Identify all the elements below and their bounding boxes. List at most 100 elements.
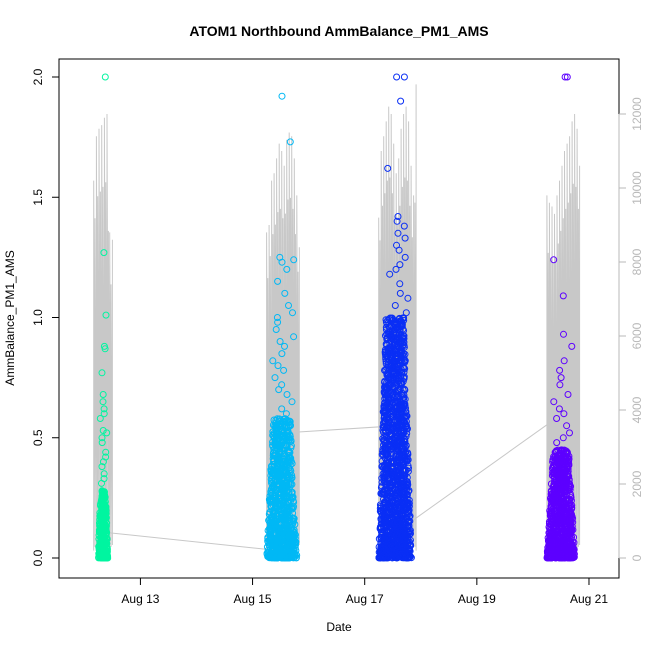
data-point-outlier: [280, 366, 288, 374]
data-point-outlier: [289, 309, 296, 317]
data-point: [291, 544, 299, 552]
data-point: [100, 488, 108, 496]
data-point-outlier: [278, 350, 286, 358]
line-connector-2: [294, 426, 384, 433]
x-axis: Aug 13 Aug 15 Aug 17 Aug 19 Aug 21: [121, 577, 608, 606]
data-point: [267, 488, 275, 496]
data-point-outlier: [274, 318, 282, 326]
line-connector-1: [102, 531, 286, 552]
data-point: [281, 441, 289, 449]
data-point: [280, 551, 288, 559]
data-point: [289, 531, 297, 539]
data-point: [286, 553, 294, 561]
data-point-outlier: [278, 92, 286, 100]
data-point: [288, 490, 296, 498]
data-point: [278, 436, 286, 444]
data-point: [98, 552, 106, 560]
data-point: [267, 475, 275, 483]
data-point: [289, 493, 297, 501]
plot-frame: [58, 58, 620, 579]
data-point-outlier: [96, 415, 104, 422]
data-point: [269, 449, 277, 457]
data-point: [98, 530, 105, 538]
data-point: [273, 545, 281, 553]
data-point: [266, 531, 274, 539]
y2-tick-label: 6000: [630, 322, 644, 349]
y2-tick-label: 4000: [630, 396, 644, 423]
data-point: [265, 548, 273, 556]
data-point: [270, 483, 278, 491]
chart-title: ATOM1 Northbound AmmBalance_PM1_AMS: [189, 23, 488, 39]
data-point: [270, 467, 278, 475]
data-point-outlier: [100, 470, 108, 478]
data-point: [280, 480, 288, 488]
x-tick-label: Aug 15: [234, 592, 272, 606]
data-point: [96, 544, 104, 552]
x-tick-label: Aug 13: [121, 592, 159, 606]
data-point-outlier: [99, 427, 107, 434]
data-point: [268, 489, 276, 496]
data-point: [275, 482, 283, 489]
data-point-outlier: [274, 362, 282, 370]
data-point-outlier: [397, 97, 405, 105]
data-point: [289, 546, 297, 554]
data-point: [282, 461, 289, 469]
data-point-outlier: [98, 369, 106, 377]
data-point-outlier: [98, 439, 106, 447]
data-point-outlier: [290, 333, 298, 341]
data-point-outlier: [278, 405, 286, 413]
data-point: [101, 493, 109, 501]
data-point-outlier: [274, 277, 282, 285]
data-point-outlier: [283, 265, 291, 273]
y-tick-label: 1.0: [31, 309, 45, 326]
data-point: [274, 554, 282, 562]
data-point: [275, 532, 283, 539]
data-point-outlier: [276, 253, 284, 261]
data-point-outlier: [100, 410, 108, 418]
data-point: [290, 553, 298, 561]
data-point: [272, 538, 279, 546]
data-point: [274, 453, 282, 461]
data-point: [287, 537, 294, 545]
data-point-outlier: [101, 73, 109, 81]
data-point: [98, 512, 106, 519]
data-point: [99, 521, 107, 529]
data-point: [292, 531, 299, 539]
data-point-outlier: [103, 429, 111, 437]
data-point-outlier: [282, 410, 290, 418]
data-point: [275, 469, 282, 477]
data-point: [288, 471, 296, 479]
data-point: [271, 440, 279, 448]
data-point: [290, 539, 298, 547]
data-point: [102, 531, 110, 538]
y-tick-label: 0.5: [31, 429, 45, 446]
data-point-outlier: [99, 391, 107, 398]
data-point-outlier: [102, 311, 110, 319]
y-tick-label: 1.5: [31, 189, 45, 206]
data-point-outlier: [283, 391, 291, 398]
data-point-outlier: [288, 398, 296, 406]
data-point: [271, 500, 279, 508]
data-point: [266, 508, 274, 516]
line-series-layer: [93, 84, 581, 552]
y-axis: 0.0 0.5 1.0 1.5 2.0: [31, 68, 60, 566]
data-point: [274, 422, 282, 430]
data-point-outlier: [281, 289, 289, 297]
data-point: [288, 533, 296, 541]
data-point: [278, 532, 286, 540]
data-point-outlier: [393, 73, 401, 81]
data-point: [278, 525, 286, 533]
point-cluster-1: [95, 73, 112, 562]
data-point: [95, 526, 103, 534]
y-tick-label: 2.0: [31, 68, 45, 85]
point-series-layer: [95, 73, 578, 562]
data-point: [272, 433, 280, 441]
point-cluster-3: [375, 73, 415, 562]
data-point: [100, 554, 108, 562]
data-point: [284, 428, 292, 436]
data-point-outlier: [100, 405, 108, 413]
y2-tick-label: 10000: [630, 171, 644, 205]
data-point-outlier: [102, 448, 110, 456]
data-point-outlier: [272, 326, 280, 333]
